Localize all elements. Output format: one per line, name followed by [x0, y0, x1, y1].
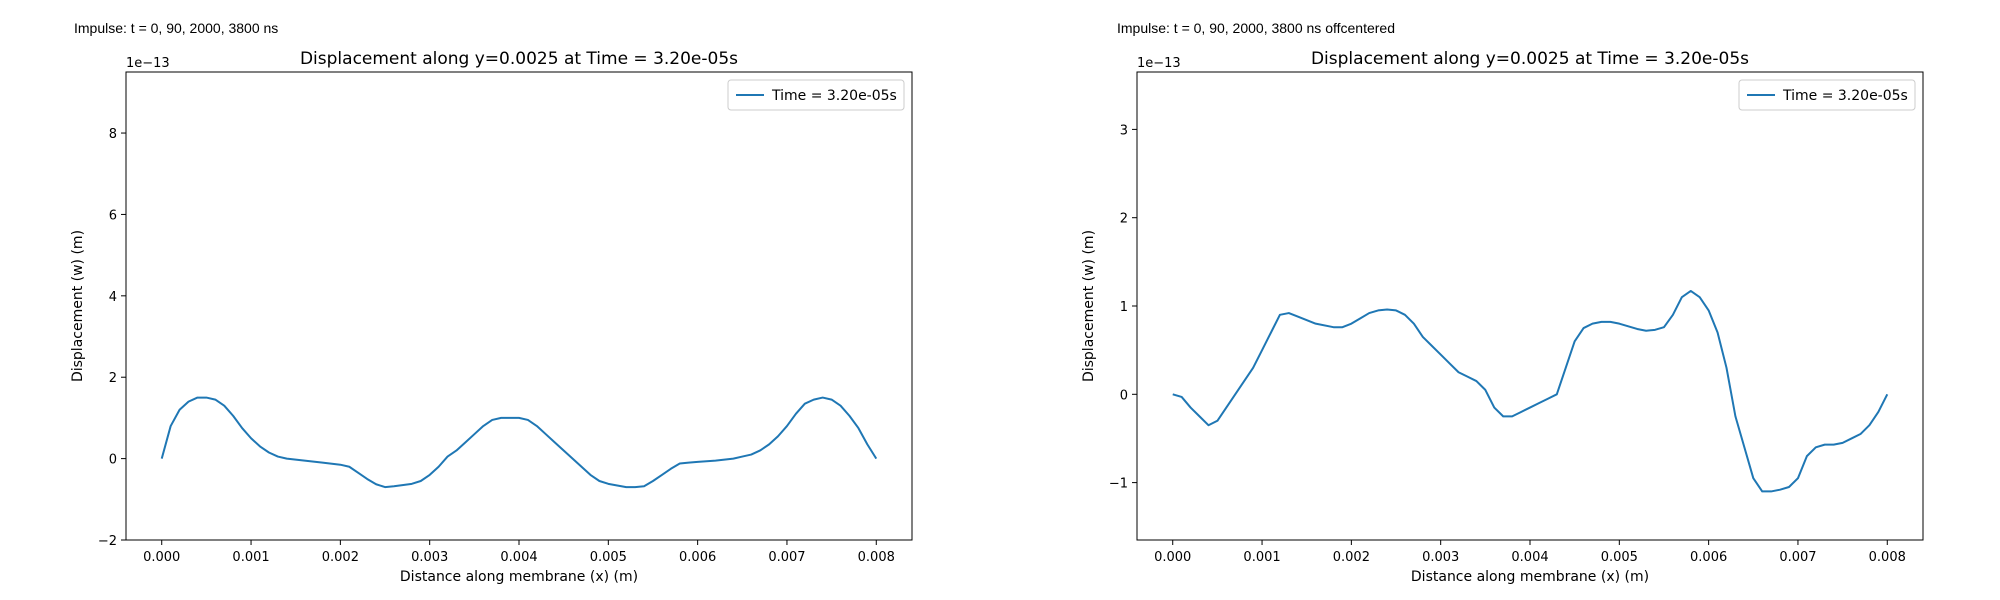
chart-1-xtick-label: 0.007	[768, 550, 805, 565]
chart-2-y-offset-label: 1e−13	[1137, 56, 1181, 71]
chart-2-axes-frame	[1136, 71, 1924, 541]
chart-1-xtick-label: 0.005	[590, 550, 627, 565]
chart-1-ylabel: Displacement (w) (m)	[70, 230, 86, 382]
chart-1-ytick-label: 8	[109, 127, 117, 142]
chart-2-xtick-label: 0.006	[1690, 550, 1727, 565]
plot-left: Displacement along y=0.0025 at Time = 3.…	[70, 49, 913, 585]
chart-1-ytick-label: 2	[109, 371, 117, 386]
chart-2-xtick-label: 0.005	[1601, 550, 1638, 565]
chart-2-legend-label: Time = 3.20e-05s	[1782, 88, 1908, 104]
chart-1-ytick-label: 4	[109, 290, 117, 305]
chart-1-xtick-label: 0.008	[858, 550, 895, 565]
chart-1-xtick-label: 0.004	[500, 550, 537, 565]
chart-1-ytick-label: 6	[109, 208, 117, 223]
chart-2-ytick-label: 1	[1120, 300, 1128, 315]
chart-1-xtick-label: 0.000	[143, 550, 180, 565]
chart-2-xtick-label: 0.007	[1779, 550, 1816, 565]
chart-1-xtick-label: 0.001	[232, 550, 269, 565]
chart-1-xlabel: Distance along membrane (x) (m)	[400, 569, 638, 585]
chart-2-xlabel: Distance along membrane (x) (m)	[1411, 569, 1649, 585]
chart-2-title: Displacement along y=0.0025 at Time = 3.…	[1311, 49, 1749, 69]
chart-2-xtick-label: 0.001	[1243, 550, 1280, 565]
chart-2-xtick-label: 0.000	[1154, 550, 1191, 565]
chart-1-ytick-label: −2	[98, 534, 117, 549]
chart-1-series-line	[160, 396, 878, 489]
chart-2-ytick-label: 2	[1120, 212, 1128, 227]
chart-2-ytick-label: 0	[1120, 388, 1128, 403]
chart-1-xtick-label: 0.002	[322, 550, 359, 565]
chart-1-xtick-label: 0.003	[411, 550, 448, 565]
chart-1-y-offset-label: 1e−13	[126, 56, 170, 71]
chart-1-title: Displacement along y=0.0025 at Time = 3.…	[300, 49, 738, 69]
chart-1-legend: Time = 3.20e-05s	[727, 79, 905, 111]
chart-2-legend-box	[1738, 79, 1916, 111]
chart-2-ylabel: Displacement (w) (m)	[1081, 230, 1097, 382]
chart-2-ytick-label: −1	[1109, 477, 1128, 492]
chart-1-axes-frame	[125, 71, 913, 541]
chart-2-xtick-label: 0.008	[1869, 550, 1906, 565]
chart-2-legend: Time = 3.20e-05s	[1738, 79, 1916, 111]
figure-caption-right: Impulse: t = 0, 90, 2000, 3800 ns offcen…	[1117, 20, 1395, 36]
chart-2-series-line	[1172, 289, 1889, 493]
chart-2-xtick-label: 0.002	[1333, 550, 1370, 565]
chart-1-legend-label: Time = 3.20e-05s	[771, 88, 897, 104]
chart-1-legend-box	[727, 79, 905, 111]
chart-2-xtick-label: 0.003	[1422, 550, 1459, 565]
chart-2-xtick-label: 0.004	[1511, 550, 1548, 565]
chart-1-ytick-label: 0	[109, 453, 117, 468]
chart-2-ytick-label: 3	[1120, 123, 1128, 138]
chart-1-xtick-label: 0.006	[679, 550, 716, 565]
plot-right: Displacement along y=0.0025 at Time = 3.…	[1081, 49, 1924, 585]
figure-caption-left: Impulse: t = 0, 90, 2000, 3800 ns	[74, 20, 279, 36]
